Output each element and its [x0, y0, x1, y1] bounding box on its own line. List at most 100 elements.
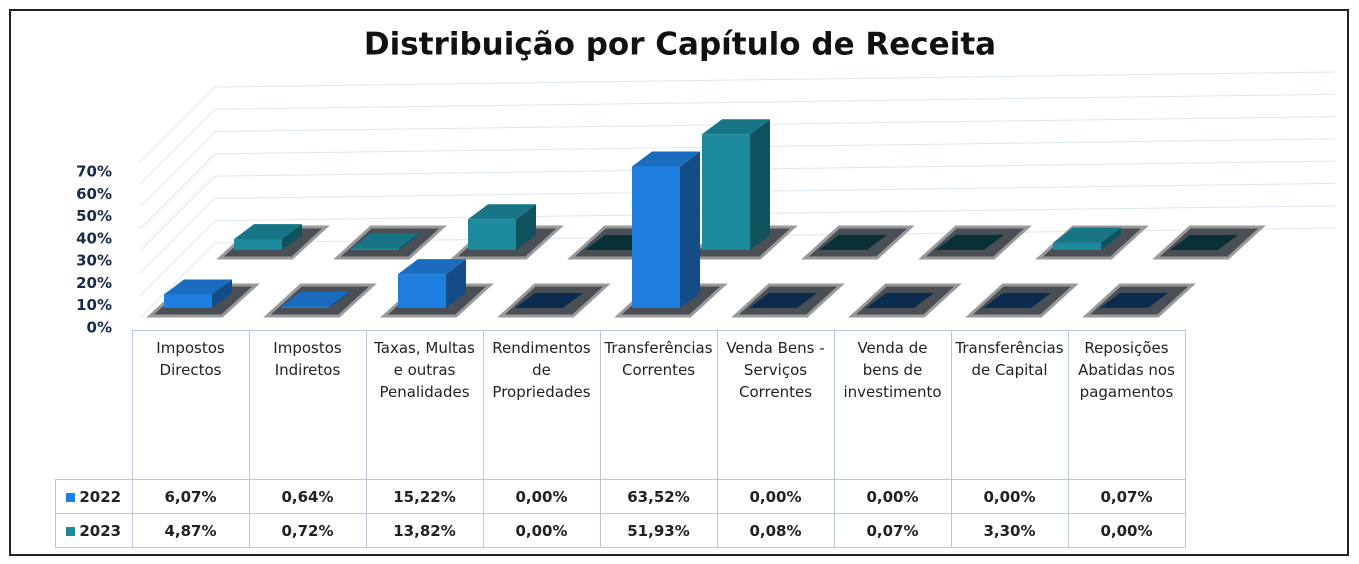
grid-line	[139, 71, 1336, 163]
bar-face	[702, 134, 750, 250]
bar	[936, 234, 1004, 250]
bar-face	[632, 151, 700, 167]
value-label: 15,22%	[365, 479, 484, 514]
category-label: Transferências Correntes	[599, 330, 718, 480]
bar	[281, 291, 349, 308]
bar-face	[515, 293, 583, 308]
data-table: Impostos Directos Impostos Indiretos Taxas…	[55, 330, 1186, 548]
y-tick-label: 70%	[76, 163, 112, 181]
series-row: 2022 6,07% 0,64% 15,22% 0,00% 63,52% 0,00% 0,00…	[55, 479, 1186, 514]
value-label: 0,07%	[1067, 479, 1186, 514]
value-label: 0,72%	[248, 513, 367, 548]
bar-face	[516, 204, 536, 250]
bar-face	[234, 224, 302, 240]
value-label: 51,93%	[599, 513, 718, 548]
legend-cell: 2023	[55, 513, 133, 548]
bar-face	[164, 294, 212, 308]
bar	[164, 279, 232, 308]
bar	[468, 204, 536, 250]
bar-face	[281, 306, 329, 308]
bar-face	[468, 219, 516, 250]
bar	[1100, 292, 1168, 308]
chart-frame	[9, 9, 1349, 556]
bar-face	[398, 274, 446, 308]
value-label: 0,00%	[482, 479, 601, 514]
header-row: Impostos Directos Impostos Indiretos Taxas…	[55, 330, 1186, 480]
bar-face	[1053, 242, 1101, 250]
bar-face	[351, 233, 419, 249]
y-tick-label: 60%	[76, 185, 112, 203]
y-tick-label: 30%	[76, 252, 112, 270]
value-label: 0,00%	[950, 479, 1069, 514]
corner-cell	[55, 330, 133, 480]
legend-label: 2022	[79, 487, 122, 506]
bar	[749, 293, 817, 308]
category-label: Transferências de Capital	[950, 330, 1069, 480]
y-tick-label: 40%	[76, 229, 112, 247]
legend-label: 2023	[79, 521, 122, 540]
bar-face	[819, 234, 887, 250]
bar-face	[936, 234, 1004, 250]
bar-face	[1101, 227, 1121, 250]
bar-face	[1148, 292, 1168, 308]
bar-face	[867, 234, 887, 250]
bar-face	[702, 119, 770, 135]
legend-cell: 2022	[55, 479, 133, 514]
bar-face	[234, 239, 282, 250]
value-label: 13,82%	[365, 513, 484, 548]
value-label: 6,07%	[131, 479, 250, 514]
bar	[866, 293, 934, 308]
value-label: 0,00%	[1067, 513, 1186, 548]
bar-face	[446, 259, 466, 308]
grid-line	[139, 205, 1336, 297]
category-label: Reposições Abatidas nos pagamentos	[1067, 330, 1186, 480]
bar	[351, 233, 419, 250]
grid-line	[139, 182, 1336, 274]
bar	[702, 119, 770, 250]
bar-face	[1053, 227, 1121, 243]
grid-line	[139, 93, 1336, 185]
y-tick-label: 10%	[76, 296, 112, 314]
value-label: 3,30%	[950, 513, 1069, 548]
bar-face	[749, 293, 817, 308]
category-label: Impostos Indiretos	[248, 330, 367, 480]
grid-line	[139, 116, 1336, 207]
bar-face	[164, 279, 232, 295]
bar-face	[632, 166, 680, 308]
bar	[1053, 227, 1121, 250]
value-label: 63,52%	[599, 479, 718, 514]
bar-face	[329, 291, 349, 308]
value-label: 0,07%	[833, 513, 952, 548]
bar	[983, 293, 1051, 308]
grid-line	[139, 160, 1336, 252]
category-label: Rendimentos de Propriedades	[482, 330, 601, 480]
bar-face	[351, 248, 399, 250]
bar-face	[399, 233, 419, 250]
bar-face	[866, 293, 934, 308]
value-label: 0,08%	[716, 513, 835, 548]
value-label: 0,00%	[482, 513, 601, 548]
bar-face	[680, 151, 700, 308]
bar	[234, 224, 302, 250]
bar	[398, 259, 466, 308]
bar-face	[281, 291, 349, 307]
value-label: 0,00%	[833, 479, 952, 514]
bar-face	[468, 204, 536, 220]
series-row: 2023 4,87% 0,72% 13,82% 0,00% 51,93% 0,08% 0,07…	[55, 513, 1186, 548]
chart-title: Distribuição por Capítulo de Receita	[364, 27, 996, 63]
legend-key	[66, 526, 76, 536]
bar-face	[983, 293, 1051, 308]
value-label: 4,87%	[131, 513, 250, 548]
bar-face	[398, 259, 466, 275]
bar-face	[282, 224, 302, 250]
y-tick-label: 50%	[76, 207, 112, 225]
grid-line	[139, 138, 1336, 230]
bar	[632, 151, 700, 308]
bar-face	[1100, 292, 1168, 308]
bar-face	[750, 119, 770, 250]
value-label: 0,64%	[248, 479, 367, 514]
bar	[515, 293, 583, 308]
category-label: Taxas, Multas e outras Penalidades	[365, 330, 484, 480]
category-label: Impostos Directos	[131, 330, 250, 480]
